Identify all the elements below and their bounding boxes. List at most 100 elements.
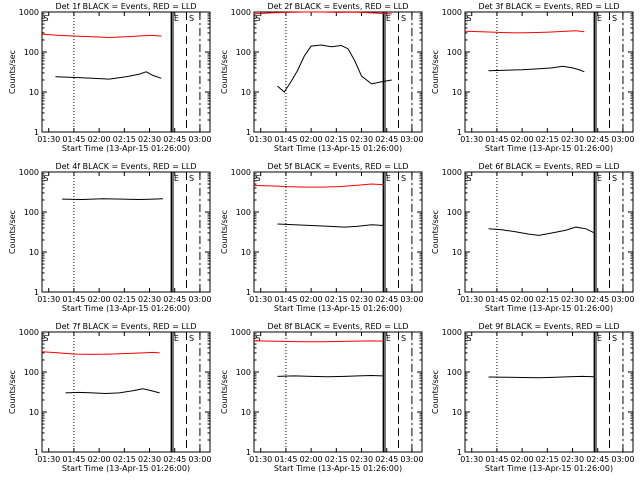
start-marker-label: S (466, 334, 471, 343)
x-tick-label: 01:30 (249, 455, 272, 464)
s-marker-label: S (612, 334, 617, 343)
y-tick-label: 100 (236, 48, 251, 57)
x-tick-label: 02:45 (375, 455, 398, 464)
y-axis-label: Counts/sec (220, 210, 229, 254)
x-tick-label: 02:45 (163, 135, 186, 144)
x-tick-label: 01:45 (62, 135, 85, 144)
panel-title: Det 2f BLACK = Events, RED = LLD (267, 2, 408, 11)
s-marker-label: S (189, 14, 194, 23)
lld-series-line (253, 183, 384, 188)
panel-6: Det 6f BLACK = Events, RED = LLD 1 10 100 10… (431, 162, 634, 313)
x-axis-label: Start Time (13-Apr-15 01:26:00) (62, 304, 190, 313)
y-tick-label: 1000 (19, 8, 39, 17)
panel-title: Det 7f BLACK = Events, RED = LLD (55, 322, 196, 331)
x-axis-label: Start Time (13-Apr-15 01:26:00) (274, 464, 402, 473)
x-tick-label: 02:45 (586, 135, 609, 144)
lld-series-line (41, 33, 162, 39)
y-tick-label: 10 (241, 408, 251, 417)
e-marker-label: E (597, 14, 602, 23)
y-axis-label: Counts/sec (8, 50, 17, 94)
y-tick-label: 100 (236, 208, 251, 217)
y-tick-label: 1000 (231, 168, 251, 177)
y-tick-label: 100 (24, 368, 39, 377)
x-tick-label: 03:00 (188, 135, 211, 144)
y-tick-label: 1000 (19, 328, 39, 337)
panel-5: Det 5f BLACK = Events, RED = LLD 1 10 100 10… (220, 162, 423, 313)
start-marker-label: S (466, 14, 471, 23)
s-marker-label: S (401, 174, 406, 183)
x-tick-label: 01:45 (485, 455, 508, 464)
plot-frame (41, 11, 211, 133)
panel-3: Det 3f BLACK = Events, RED = LLD 1 10 100 10… (431, 2, 634, 153)
x-tick-label: 02:00 (511, 135, 534, 144)
events-series-line (277, 374, 384, 378)
x-tick-label: 02:15 (113, 455, 136, 464)
s-marker-label: S (401, 334, 406, 343)
y-axis-label: Counts/sec (431, 370, 440, 414)
lld-series-line (464, 30, 585, 34)
x-tick-label: 02:45 (586, 455, 609, 464)
x-tick-label: 03:00 (400, 455, 423, 464)
plot-frame (253, 171, 423, 293)
y-tick-label: 1000 (442, 8, 462, 17)
y-tick-label: 1000 (442, 168, 462, 177)
panel-title: Det 9f BLACK = Events, RED = LLD (478, 322, 619, 331)
x-tick-label: 01:30 (460, 295, 483, 304)
s-marker-label: S (612, 174, 617, 183)
plot-frame (464, 171, 634, 293)
y-tick-label: 1 (457, 128, 462, 137)
panel-title: Det 8f BLACK = Events, RED = LLD (267, 322, 408, 331)
start-marker-label: S (43, 334, 48, 343)
y-tick-label: 1 (34, 288, 39, 297)
panel-2: Det 2f BLACK = Events, RED = LLD 1 10 100 10… (220, 2, 423, 153)
y-tick-label: 1000 (231, 8, 251, 17)
e-marker-label: E (386, 174, 391, 183)
y-axis-label: Counts/sec (220, 370, 229, 414)
e-marker-label: E (174, 334, 179, 343)
start-marker-label: S (255, 334, 260, 343)
x-tick-label: 01:45 (485, 295, 508, 304)
y-axis-label: Counts/sec (8, 210, 17, 254)
y-tick-label: 1 (34, 448, 39, 457)
events-series-line (55, 71, 162, 80)
plot-frame (464, 331, 634, 453)
panel-4: Det 4f BLACK = Events, RED = LLD 1 10 100 10… (8, 162, 211, 313)
e-marker-label: E (597, 334, 602, 343)
x-tick-label: 01:30 (37, 455, 60, 464)
y-tick-label: 1 (246, 448, 251, 457)
y-tick-label: 100 (447, 208, 462, 217)
x-tick-label: 01:30 (37, 295, 60, 304)
plot-frame (464, 11, 634, 133)
lld-series-line (41, 351, 160, 355)
panel-8: Det 8f BLACK = Events, RED = LLD 1 10 100 10… (220, 322, 423, 473)
x-tick-label: 02:45 (163, 455, 186, 464)
e-marker-label: E (174, 14, 179, 23)
x-tick-label: 02:15 (325, 295, 348, 304)
x-tick-label: 02:00 (300, 295, 323, 304)
y-tick-label: 1000 (19, 168, 39, 177)
s-marker-label: S (612, 14, 617, 23)
y-tick-label: 10 (29, 248, 39, 257)
x-tick-label: 01:30 (249, 135, 272, 144)
x-tick-label: 01:45 (274, 455, 297, 464)
x-tick-label: 02:15 (536, 455, 559, 464)
plot-frame (41, 331, 211, 453)
lld-series-line (253, 11, 392, 15)
x-tick-label: 02:30 (138, 295, 161, 304)
y-tick-label: 10 (452, 248, 462, 257)
x-tick-label: 01:30 (37, 135, 60, 144)
x-tick-label: 02:15 (536, 135, 559, 144)
y-tick-label: 100 (236, 368, 251, 377)
start-marker-label: S (43, 14, 48, 23)
x-tick-label: 02:00 (511, 455, 534, 464)
x-tick-label: 02:30 (561, 455, 584, 464)
panel-1: Det 1f BLACK = Events, RED = LLD 1 10 100 10… (8, 2, 211, 153)
x-axis-label: Start Time (13-Apr-15 01:26:00) (62, 144, 190, 153)
lld-series-line (253, 340, 384, 343)
start-marker-label: S (255, 14, 260, 23)
events-series-line (488, 65, 585, 73)
x-tick-label: 02:30 (138, 455, 161, 464)
x-tick-label: 02:45 (375, 135, 398, 144)
x-tick-label: 02:00 (300, 135, 323, 144)
